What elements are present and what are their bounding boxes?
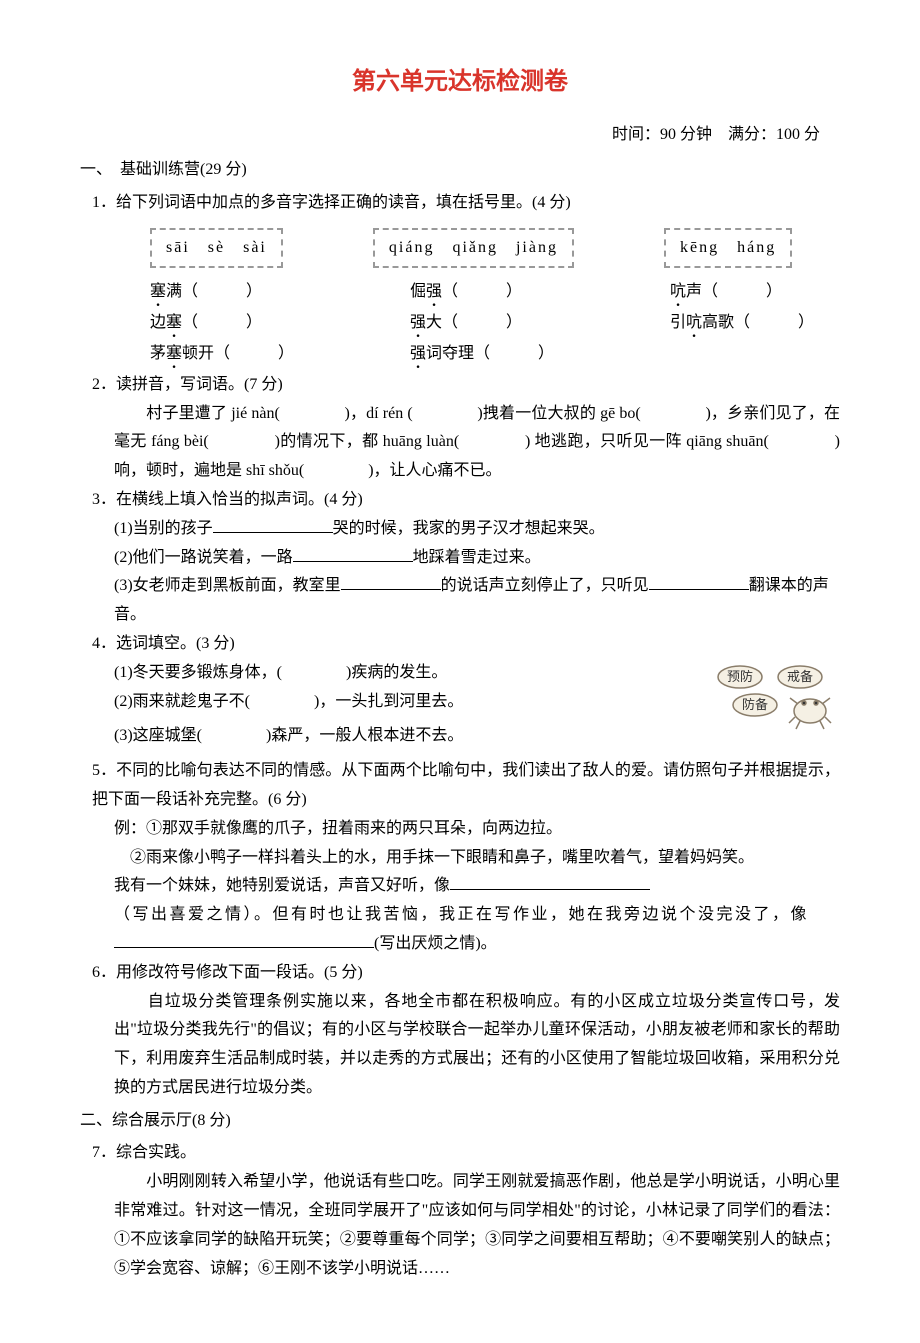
q1-pinyin-row: sāi sè sài qiáng qiǎng jiàng kēng háng <box>150 228 840 269</box>
q2-body: 村子里遭了 jié nàn( )，dí rén ( )拽着一位大叔的 gē bo… <box>114 400 840 486</box>
q5-stem: 5．不同的比喻句表达不同的情感。从下面两个比喻句中，我们读出了敌人的爱。请仿照句… <box>92 757 840 815</box>
q7-body: 小明刚刚转入希望小学，他说话有些口吃。同学王刚就爱搞恶作剧，他总是学小明说话，小… <box>114 1168 840 1283</box>
q3-item3: (3)女老师走到黑板前面，教室里的说话声立刻停止了，只听见翻课本的声音。 <box>114 572 840 630</box>
opt-fangbei: 防备 <box>742 697 768 712</box>
opt-jiebei: 戒备 <box>787 669 813 684</box>
q6-body: 自垃圾分类管理条例实施以来，各地全市都在积极响应。有的小区成立垃圾分类宣传口号，… <box>114 988 840 1103</box>
q5-line1: 我有一个妹妹，她特别爱说话，声音又好听，像 <box>114 872 840 901</box>
q2-stem: 2．读拼音，写词语。(7 分) <box>92 371 840 400</box>
section-1-head: 一、 基础训练营(29 分) <box>80 156 840 185</box>
pinyin-box-3: kēng háng <box>664 228 792 269</box>
q5-line2: （写出喜爱之情）。但有时也让我苦恼，我正在写作业，她在我旁边说个没完没了，像 (… <box>114 901 840 959</box>
section-2-head: 二、综合展示厅(8 分) <box>80 1107 840 1136</box>
q7-stem: 7．综合实践。 <box>92 1139 840 1168</box>
q3-item1: (1)当别的孩子哭的时候，我家的男子汉才想起来哭。 <box>114 515 840 544</box>
q5-ex2: ②雨来像小鸭子一样抖着头上的水，用手抹一下眼睛和鼻子，嘴里吹着气，望着妈妈笑。 <box>130 844 840 873</box>
page-title: 第六单元达标检测卷 <box>80 60 840 103</box>
q4-stem: 4．选词填空。(3 分) <box>92 630 840 659</box>
q5-ex1: 例：①那双手就像鹰的爪子，扭着雨来的两只耳朵，向两边拉。 <box>114 815 840 844</box>
q1-words: 塞满（ ） 边塞（ ） 茅塞顿开（ ） 倔强（ ） 强大（ ） 强词夺理（ ） … <box>150 276 840 370</box>
q3-item2: (2)他们一路说笑着，一路地踩着雪走过来。 <box>114 544 840 573</box>
word-options-crab: 预防 戒备 防备 <box>710 659 840 750</box>
q1-stem: 1．给下列词语中加点的多音字选择正确的读音，填在括号里。(4 分) <box>92 189 840 218</box>
exam-meta: 时间：90 分钟 满分：100 分 <box>80 121 840 150</box>
q3-stem: 3．在横线上填入恰当的拟声词。(4 分) <box>92 486 840 515</box>
pinyin-box-1: sāi sè sài <box>150 228 283 269</box>
opt-yufang: 预防 <box>727 669 753 684</box>
pinyin-box-2: qiáng qiǎng jiàng <box>373 228 574 269</box>
q6-stem: 6．用修改符号修改下面一段话。(5 分) <box>92 959 840 988</box>
